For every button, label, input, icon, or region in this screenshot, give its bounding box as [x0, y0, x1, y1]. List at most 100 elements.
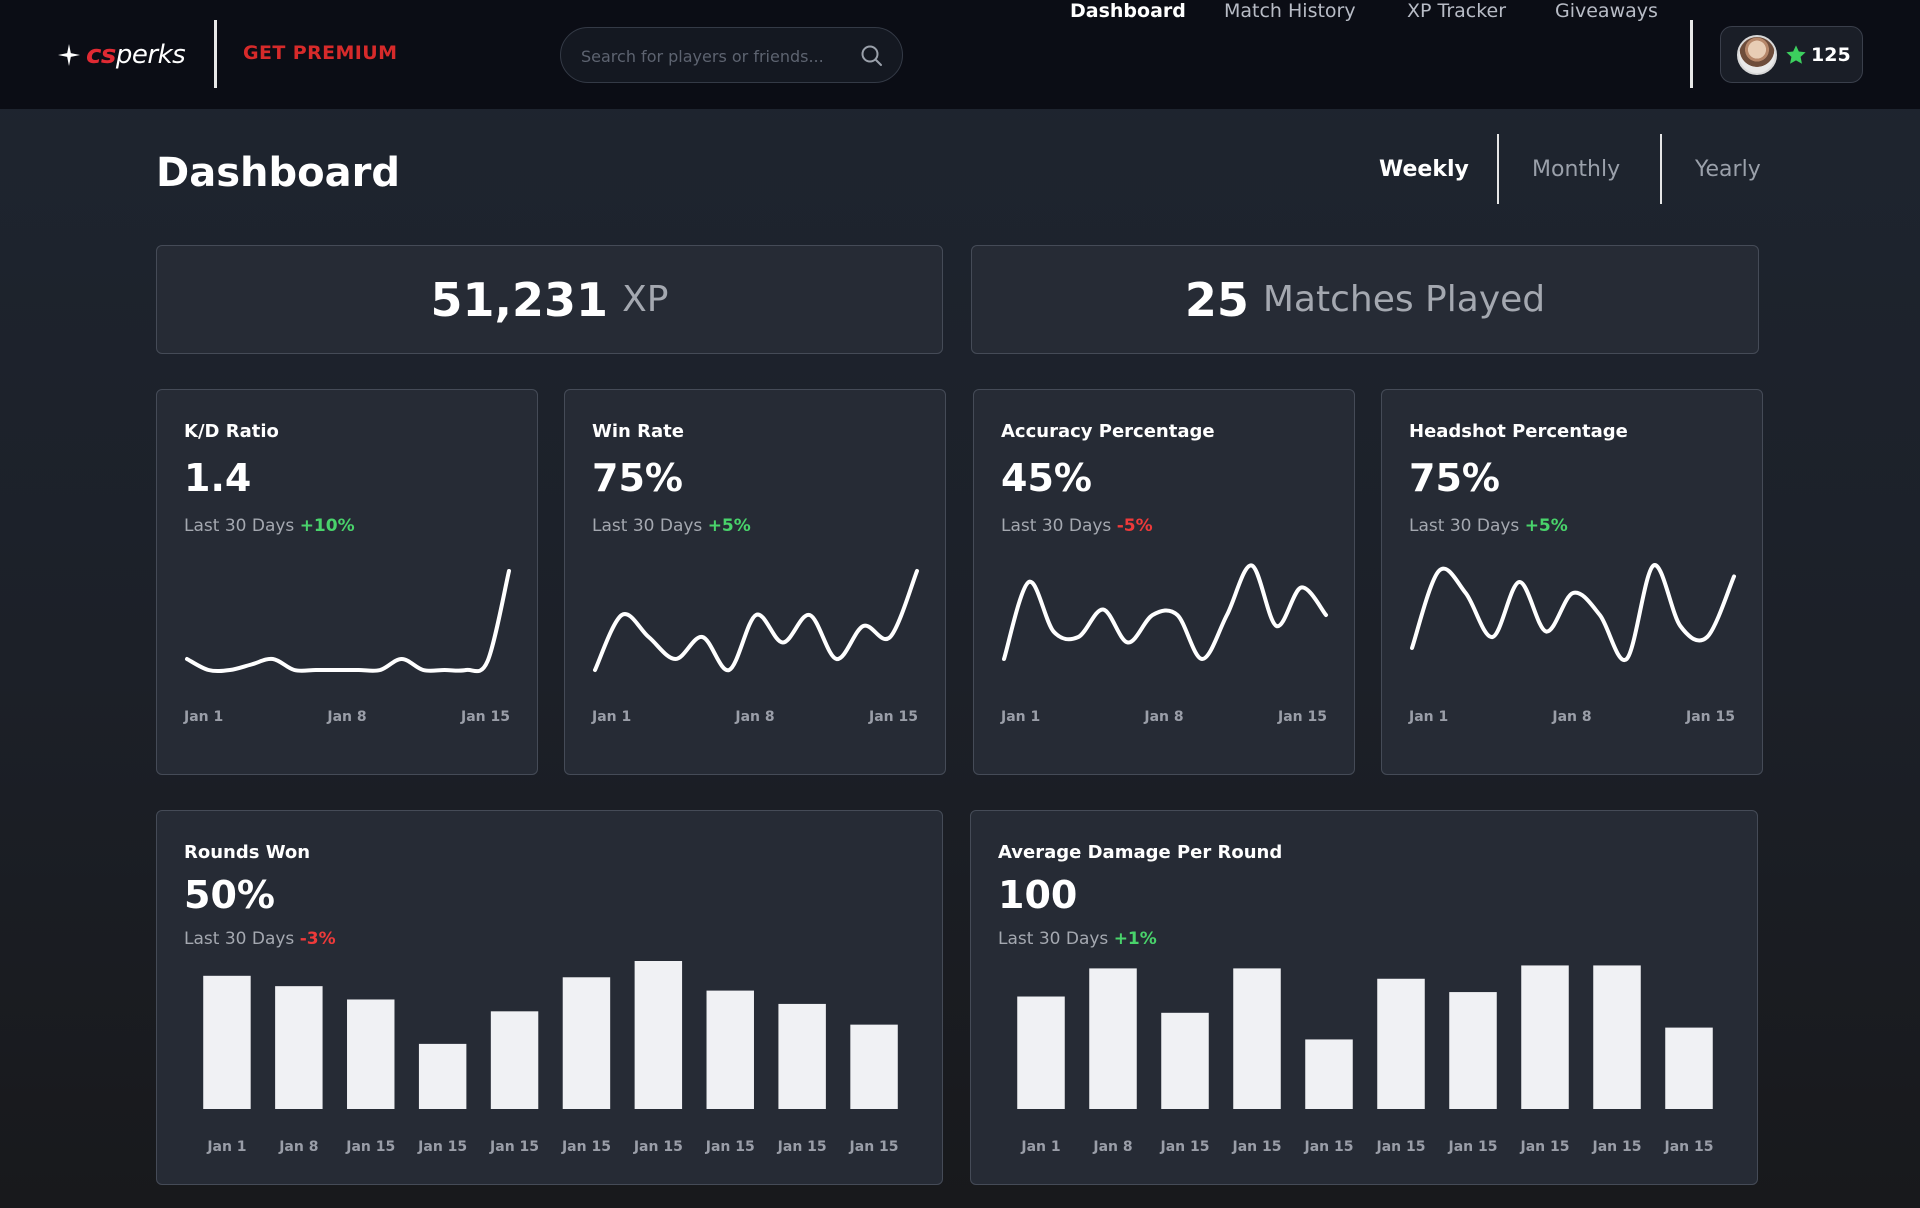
- top-navigation-bar: csperks GET PREMIUM Dashboard Match Hist…: [0, 0, 1920, 109]
- nav-giveaways[interactable]: Giveaways: [1555, 0, 1658, 22]
- bar: [1449, 992, 1497, 1109]
- x-label: Jan 15: [777, 1139, 827, 1155]
- metric-subtitle: Last 30 Days -3%: [184, 929, 336, 949]
- metric-value: 1.4: [184, 456, 252, 500]
- metric-subtitle: Last 30 Days +5%: [592, 516, 751, 536]
- period-yearly[interactable]: Yearly: [1695, 157, 1761, 182]
- bar-chart: Jan 1 Jan 8 Jan 15 Jan 15 Jan 15 Jan 15 Jan 15…: [203, 961, 899, 1155]
- divider: [1497, 134, 1499, 204]
- xp-summary-card: 51,231 XP: [156, 245, 943, 354]
- sparkline-series: [593, 569, 919, 673]
- metric-card-kd-ratio: K/D Ratio 1.4 Last 30 Days +10% Jan 1 Ja…: [156, 389, 538, 775]
- sparkline-series: [1002, 563, 1328, 662]
- metric-title: Accuracy Percentage: [1001, 421, 1215, 442]
- page-title: Dashboard: [156, 150, 400, 196]
- metric-subtitle: Last 30 Days +5%: [1409, 516, 1568, 536]
- metric-title: Win Rate: [592, 421, 684, 442]
- metric-value: 75%: [1409, 456, 1500, 500]
- metric-card-accuracy: Accuracy Percentage 45% Last 30 Days -5%…: [973, 389, 1355, 775]
- sparkline-series: [1410, 563, 1736, 663]
- nav-xp-tracker[interactable]: XP Tracker: [1407, 0, 1507, 22]
- x-label: Jan 15: [1278, 709, 1327, 725]
- metric-title: Headshot Percentage: [1409, 421, 1628, 442]
- divider: [1660, 134, 1662, 204]
- x-label: Jan 15: [1304, 1139, 1354, 1155]
- metric-change: +5%: [707, 516, 751, 536]
- bar: [347, 999, 395, 1109]
- bar: [706, 990, 754, 1109]
- star-icon: [1786, 44, 1806, 64]
- x-label: Jan 15: [561, 1139, 611, 1155]
- logo[interactable]: csperks: [58, 38, 186, 72]
- x-label: Jan 8: [735, 709, 775, 725]
- metric-change: +5%: [1524, 516, 1568, 536]
- logo-text: csperks: [86, 40, 186, 70]
- x-label: Jan 15: [1664, 1139, 1714, 1155]
- x-label: Jan 15: [1160, 1139, 1210, 1155]
- matches-value: 25: [1184, 272, 1249, 327]
- x-label: Jan 15: [1448, 1139, 1498, 1155]
- metric-card-headshot: Headshot Percentage 75% Last 30 Days +5%…: [1381, 389, 1763, 775]
- metric-card-win-rate: Win Rate 75% Last 30 Days +5% Jan 1 Jan …: [564, 389, 946, 775]
- nav-match-history[interactable]: Match History: [1224, 0, 1356, 22]
- sparkline-chart: [1002, 563, 1328, 662]
- x-label: Jan 1: [206, 1139, 246, 1155]
- bar: [1377, 978, 1425, 1109]
- metric-subtitle: Last 30 Days +1%: [998, 929, 1157, 949]
- x-label: Jan 1: [1409, 709, 1449, 725]
- bar: [275, 986, 323, 1109]
- x-label: Jan 15: [1376, 1139, 1426, 1155]
- x-label: Jan 8: [1144, 709, 1184, 725]
- bar-card-adr: Average Damage Per Round 100 Last 30 Day…: [970, 810, 1758, 1185]
- bar: [1089, 968, 1137, 1109]
- bar: [562, 977, 611, 1109]
- x-label: Jan 15: [1232, 1139, 1282, 1155]
- period-monthly[interactable]: Monthly: [1532, 157, 1621, 182]
- x-axis-labels: Jan 1 Jan 8 Jan 15: [184, 709, 510, 729]
- x-label: Jan 15: [869, 709, 918, 725]
- metric-value: 75%: [592, 456, 683, 500]
- x-label: Jan 1: [1001, 709, 1041, 725]
- bar: [1305, 1039, 1353, 1109]
- metric-change: +1%: [1113, 929, 1157, 949]
- user-profile-button[interactable]: 125: [1720, 26, 1863, 83]
- bar-card-rounds-won: Rounds Won 50% Last 30 Days -3% Jan 1 Jan…: [156, 810, 943, 1185]
- x-label: Jan 8: [327, 709, 367, 725]
- x-label: Jan 15: [1686, 709, 1735, 725]
- metric-subtitle: Last 30 Days -5%: [1001, 516, 1153, 536]
- x-label: Jan 15: [417, 1139, 467, 1155]
- bar: [418, 1043, 467, 1109]
- points-balance: 125: [1811, 43, 1851, 66]
- x-label: Jan 15: [1592, 1139, 1642, 1155]
- x-label: Jan 1: [592, 709, 632, 725]
- bar: [1521, 965, 1569, 1109]
- metric-title: Rounds Won: [184, 842, 311, 863]
- search-icon[interactable]: [860, 44, 884, 68]
- x-label: Jan 15: [633, 1139, 683, 1155]
- metric-value: 100: [998, 873, 1078, 917]
- x-label: Jan 15: [345, 1139, 395, 1155]
- bar: [1665, 1027, 1713, 1109]
- xp-unit: XP: [622, 279, 669, 320]
- nav-dashboard[interactable]: Dashboard: [1070, 0, 1186, 22]
- metric-value: 45%: [1001, 456, 1092, 500]
- x-label: Jan 1: [184, 709, 224, 725]
- get-premium-link[interactable]: GET PREMIUM: [243, 42, 398, 64]
- divider: [1690, 20, 1693, 88]
- sparkline-chart: [593, 569, 919, 673]
- metric-title: Average Damage Per Round: [998, 842, 1283, 863]
- search-input[interactable]: [581, 42, 841, 70]
- bar: [634, 961, 683, 1109]
- xp-value: 51,231: [430, 272, 609, 327]
- search-box: [560, 27, 903, 83]
- metric-subtitle: Last 30 Days +10%: [184, 516, 355, 536]
- x-label: Jan 15: [849, 1139, 899, 1155]
- bar-chart: Jan 1 Jan 8 Jan 15 Jan 15 Jan 15 Jan 15 Jan 15…: [1017, 965, 1714, 1155]
- period-weekly[interactable]: Weekly: [1379, 157, 1469, 182]
- metric-value: 50%: [184, 873, 275, 917]
- bar: [778, 1003, 826, 1109]
- matches-summary-card: 25 Matches Played: [971, 245, 1759, 354]
- sparkline-chart: [1410, 563, 1736, 663]
- bar: [1161, 1012, 1209, 1109]
- metric-title: K/D Ratio: [184, 421, 279, 442]
